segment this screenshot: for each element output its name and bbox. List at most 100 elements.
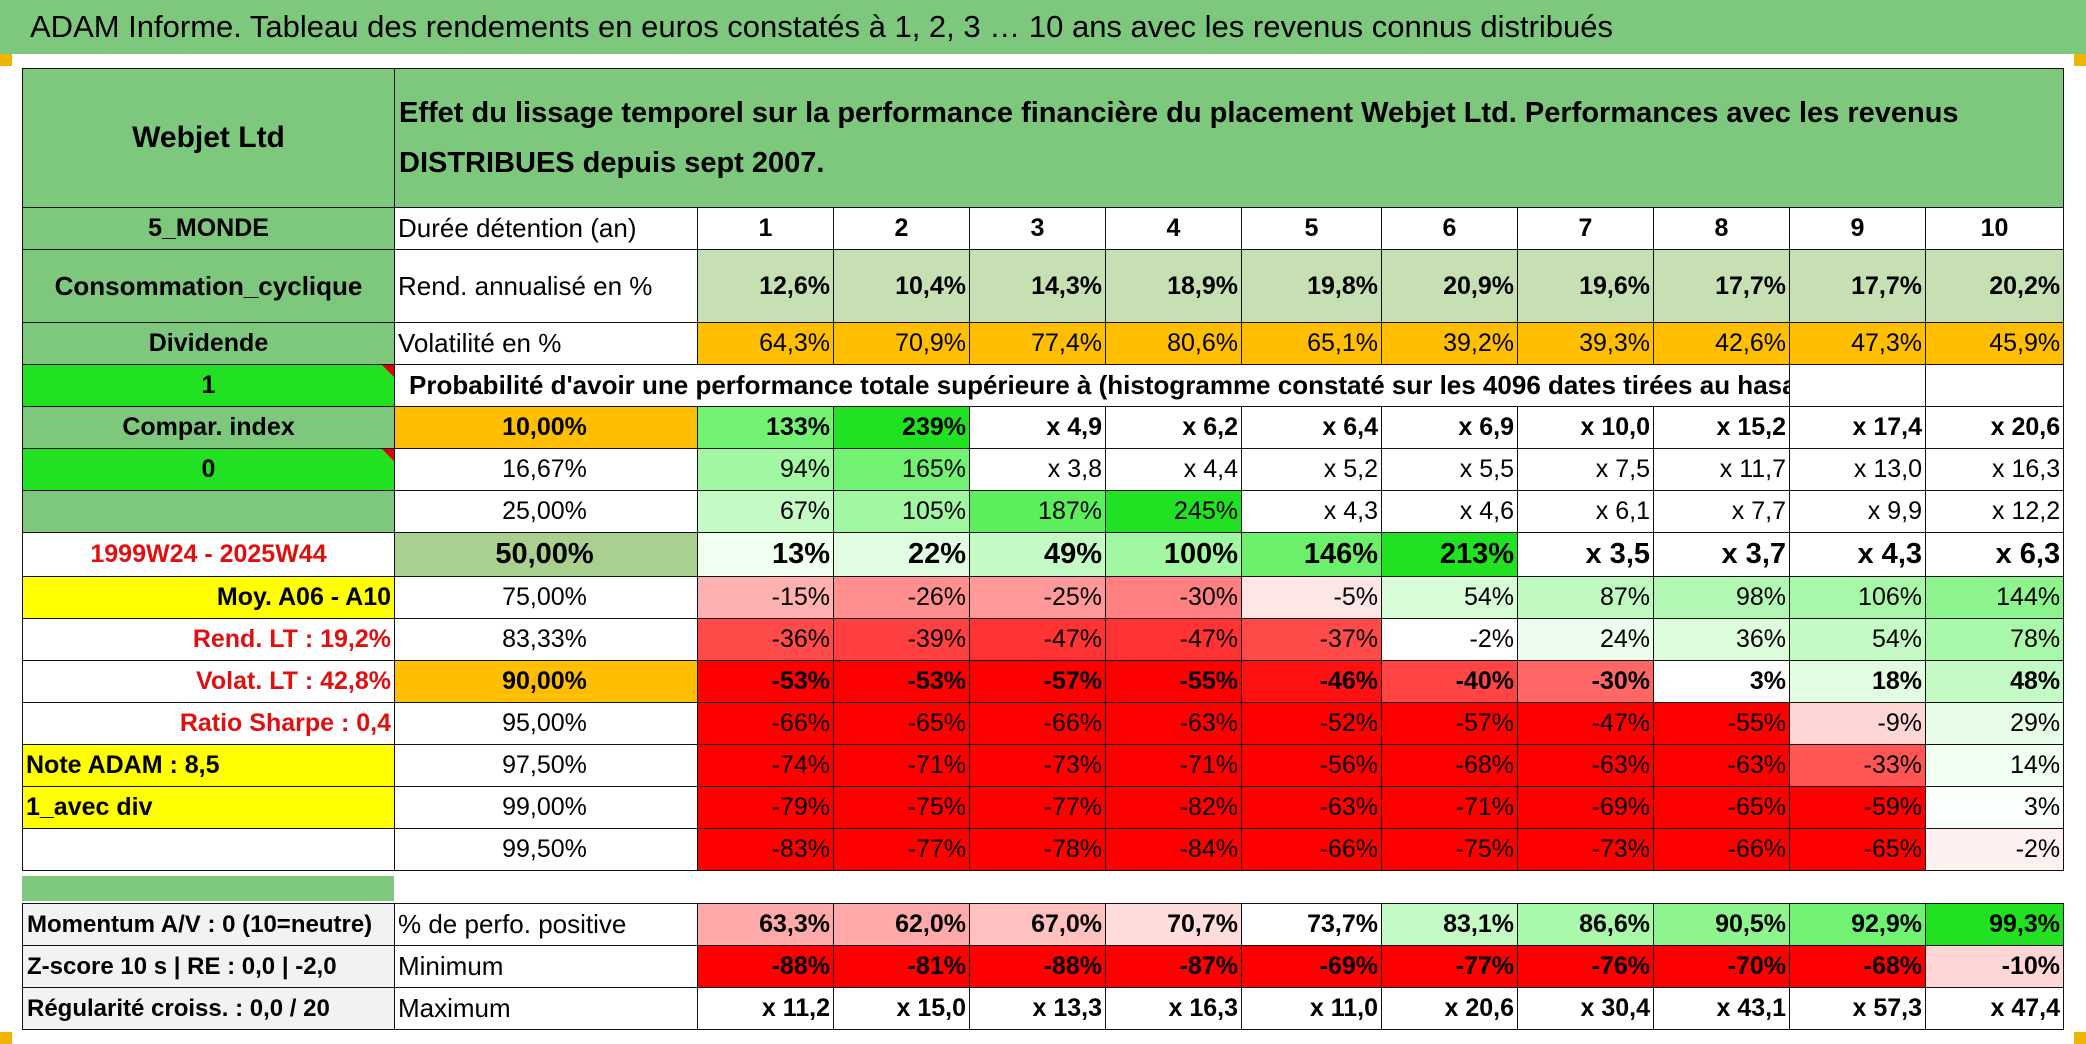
- quantile-row: Volat. LT : 42,8% 90,00% -53% -53% -57% -55% -…: [22, 660, 2065, 703]
- quantile-row: 0 16,67% 94% 165% x 3,8 x 4,4 x 5,2 x 5,5 x 7,5 x…: [22, 448, 2065, 491]
- quantile-level: 97,50%: [394, 744, 698, 787]
- quantile-value: x 4,6: [1381, 490, 1518, 533]
- quantile-value: -2%: [1924, 828, 2065, 871]
- stats-value: -88%: [969, 945, 1106, 988]
- duration-8: 8: [1653, 207, 1790, 250]
- quantile-value: -71%: [1381, 786, 1518, 829]
- quantile-value: -52%: [1241, 702, 1382, 745]
- quantile-level: 99,50%: [394, 828, 698, 871]
- stats-row: Régularité croiss. : 0,0 / 20 Maximum x 11…: [22, 987, 2064, 1030]
- duration-2: 2: [833, 207, 970, 250]
- quantile-value: x 6,3: [1924, 532, 2065, 577]
- volatility-value: 45,9%: [1924, 322, 2065, 365]
- stats-value: x 11,0: [1241, 987, 1382, 1030]
- quantile-value: 87%: [1517, 576, 1654, 619]
- quantile-row: 25,00% 67% 105% 187% 245% x 4,3 x 4,6 x 6,1 x 7,…: [22, 490, 2065, 533]
- quantile-value: -75%: [1381, 828, 1518, 871]
- stats-value: 86,6%: [1517, 903, 1654, 946]
- stats-value: -68%: [1789, 945, 1926, 988]
- table-description: Effet du lissage temporel sur la perform…: [393, 68, 2065, 208]
- stats-value: x 20,6: [1381, 987, 1518, 1030]
- stats-value: -70%: [1653, 945, 1790, 988]
- stats-value: x 11,2: [697, 987, 834, 1030]
- quantile-value: 105%: [833, 490, 970, 533]
- quantile-value: -71%: [1105, 744, 1242, 787]
- volatility-value: 77,4%: [969, 322, 1106, 365]
- quantile-value: -30%: [1517, 660, 1654, 703]
- quantile-value: -55%: [1653, 702, 1790, 745]
- quantile-value: 14%: [1924, 744, 2065, 787]
- stats-value: x 30,4: [1517, 987, 1654, 1030]
- quantile-value: x 4,4: [1105, 448, 1242, 491]
- quantile-value: 146%: [1241, 532, 1382, 577]
- duration-4: 4: [1105, 207, 1242, 250]
- stats-value: 67,0%: [969, 903, 1106, 946]
- stats-value: x 16,3: [1105, 987, 1242, 1030]
- quantile-value: x 4,3: [1789, 532, 1926, 577]
- quantile-row: 1_avec div 99,00% -79% -75% -77% -82% -63% -71%…: [22, 786, 2065, 829]
- volatility-value: 42,6%: [1653, 322, 1790, 365]
- quantile-value: x 15,2: [1653, 406, 1790, 449]
- quantile-value: -73%: [1517, 828, 1654, 871]
- quantile-value: x 16,3: [1924, 448, 2065, 491]
- quantile-value: -74%: [697, 744, 834, 787]
- stats-value: x 43,1: [1653, 987, 1790, 1030]
- quantile-value: x 11,7: [1653, 448, 1790, 491]
- quantile-value: x 6,4: [1241, 406, 1382, 449]
- quantile-value: -65%: [833, 702, 970, 745]
- quantile-value: -55%: [1105, 660, 1242, 703]
- quantile-row: Rend. LT : 19,2% 83,33% -36% -39% -47% -47% -3…: [22, 618, 2065, 661]
- durations-label: Durée détention (an): [394, 207, 698, 250]
- stats-table: Momentum A/V : 0 (10=neutre)% de perfo. …: [22, 903, 2064, 1030]
- company-name: Webjet Ltd: [22, 68, 395, 208]
- quantile-row: Note ADAM : 8,5 97,50% -74% -71% -73% -71% -56…: [22, 744, 2065, 787]
- quantile-level: 25,00%: [394, 490, 698, 533]
- stats-value: -88%: [697, 945, 834, 988]
- volatility-value: 65,1%: [1241, 322, 1382, 365]
- quantile-value: -77%: [969, 786, 1106, 829]
- quantile-level: 99,00%: [394, 786, 698, 829]
- comment-marker: [382, 365, 394, 377]
- quantile-value: 29%: [1924, 702, 2065, 745]
- quantile-value: 54%: [1381, 576, 1518, 619]
- stats-value: -10%: [1925, 945, 2064, 988]
- quantile-value: x 5,2: [1241, 448, 1382, 491]
- quantile-value: -82%: [1105, 786, 1242, 829]
- quantile-value: -37%: [1241, 618, 1382, 661]
- quantile-value: -69%: [1517, 786, 1654, 829]
- corner-marker-left: [0, 54, 12, 66]
- left-label: 1_avec div: [22, 786, 395, 829]
- stats-value: x 13,3: [969, 987, 1106, 1030]
- quantile-value: x 4,3: [1241, 490, 1382, 533]
- quantile-value: 18%: [1789, 660, 1926, 703]
- annual-return-value: 20,2%: [1924, 249, 2065, 323]
- quantile-value: x 20,6: [1924, 406, 2065, 449]
- quantile-value: x 13,0: [1789, 448, 1926, 491]
- corner-marker-right: [2074, 54, 2086, 66]
- stats-value: x 57,3: [1789, 987, 1926, 1030]
- quantile-value: x 10,0: [1517, 406, 1654, 449]
- duration-1: 1: [697, 207, 834, 250]
- quantile-value: x 7,5: [1517, 448, 1654, 491]
- quantile-value: -2%: [1381, 618, 1518, 661]
- stats-value: -77%: [1381, 945, 1518, 988]
- stats-value: -69%: [1241, 945, 1382, 988]
- stats-value: 73,7%: [1241, 903, 1382, 946]
- quantile-row: Ratio Sharpe : 0,4 95,00% -66% -65% -66% -63%…: [22, 702, 2065, 745]
- quantile-value: 187%: [969, 490, 1106, 533]
- quantile-value: 3%: [1924, 786, 2065, 829]
- stats-value: 99,3%: [1925, 903, 2064, 946]
- quantile-value: -73%: [969, 744, 1106, 787]
- volatility-value: 39,3%: [1517, 322, 1654, 365]
- quantile-value: -66%: [1241, 828, 1382, 871]
- stats-value: -76%: [1517, 945, 1654, 988]
- header-row: Webjet Ltd Effet du lissage temporel sur …: [22, 68, 2065, 208]
- quantile-value: -56%: [1241, 744, 1382, 787]
- volatility-value: 47,3%: [1789, 322, 1926, 365]
- quantile-value: -83%: [697, 828, 834, 871]
- volatility-row: Dividende Volatilité en % 64,3% 70,9% 77,4% 8…: [22, 322, 2065, 365]
- duration-9: 9: [1789, 207, 1926, 250]
- quantile-value: -53%: [833, 660, 970, 703]
- empty-cell: [1789, 364, 1926, 407]
- duration-7: 7: [1517, 207, 1654, 250]
